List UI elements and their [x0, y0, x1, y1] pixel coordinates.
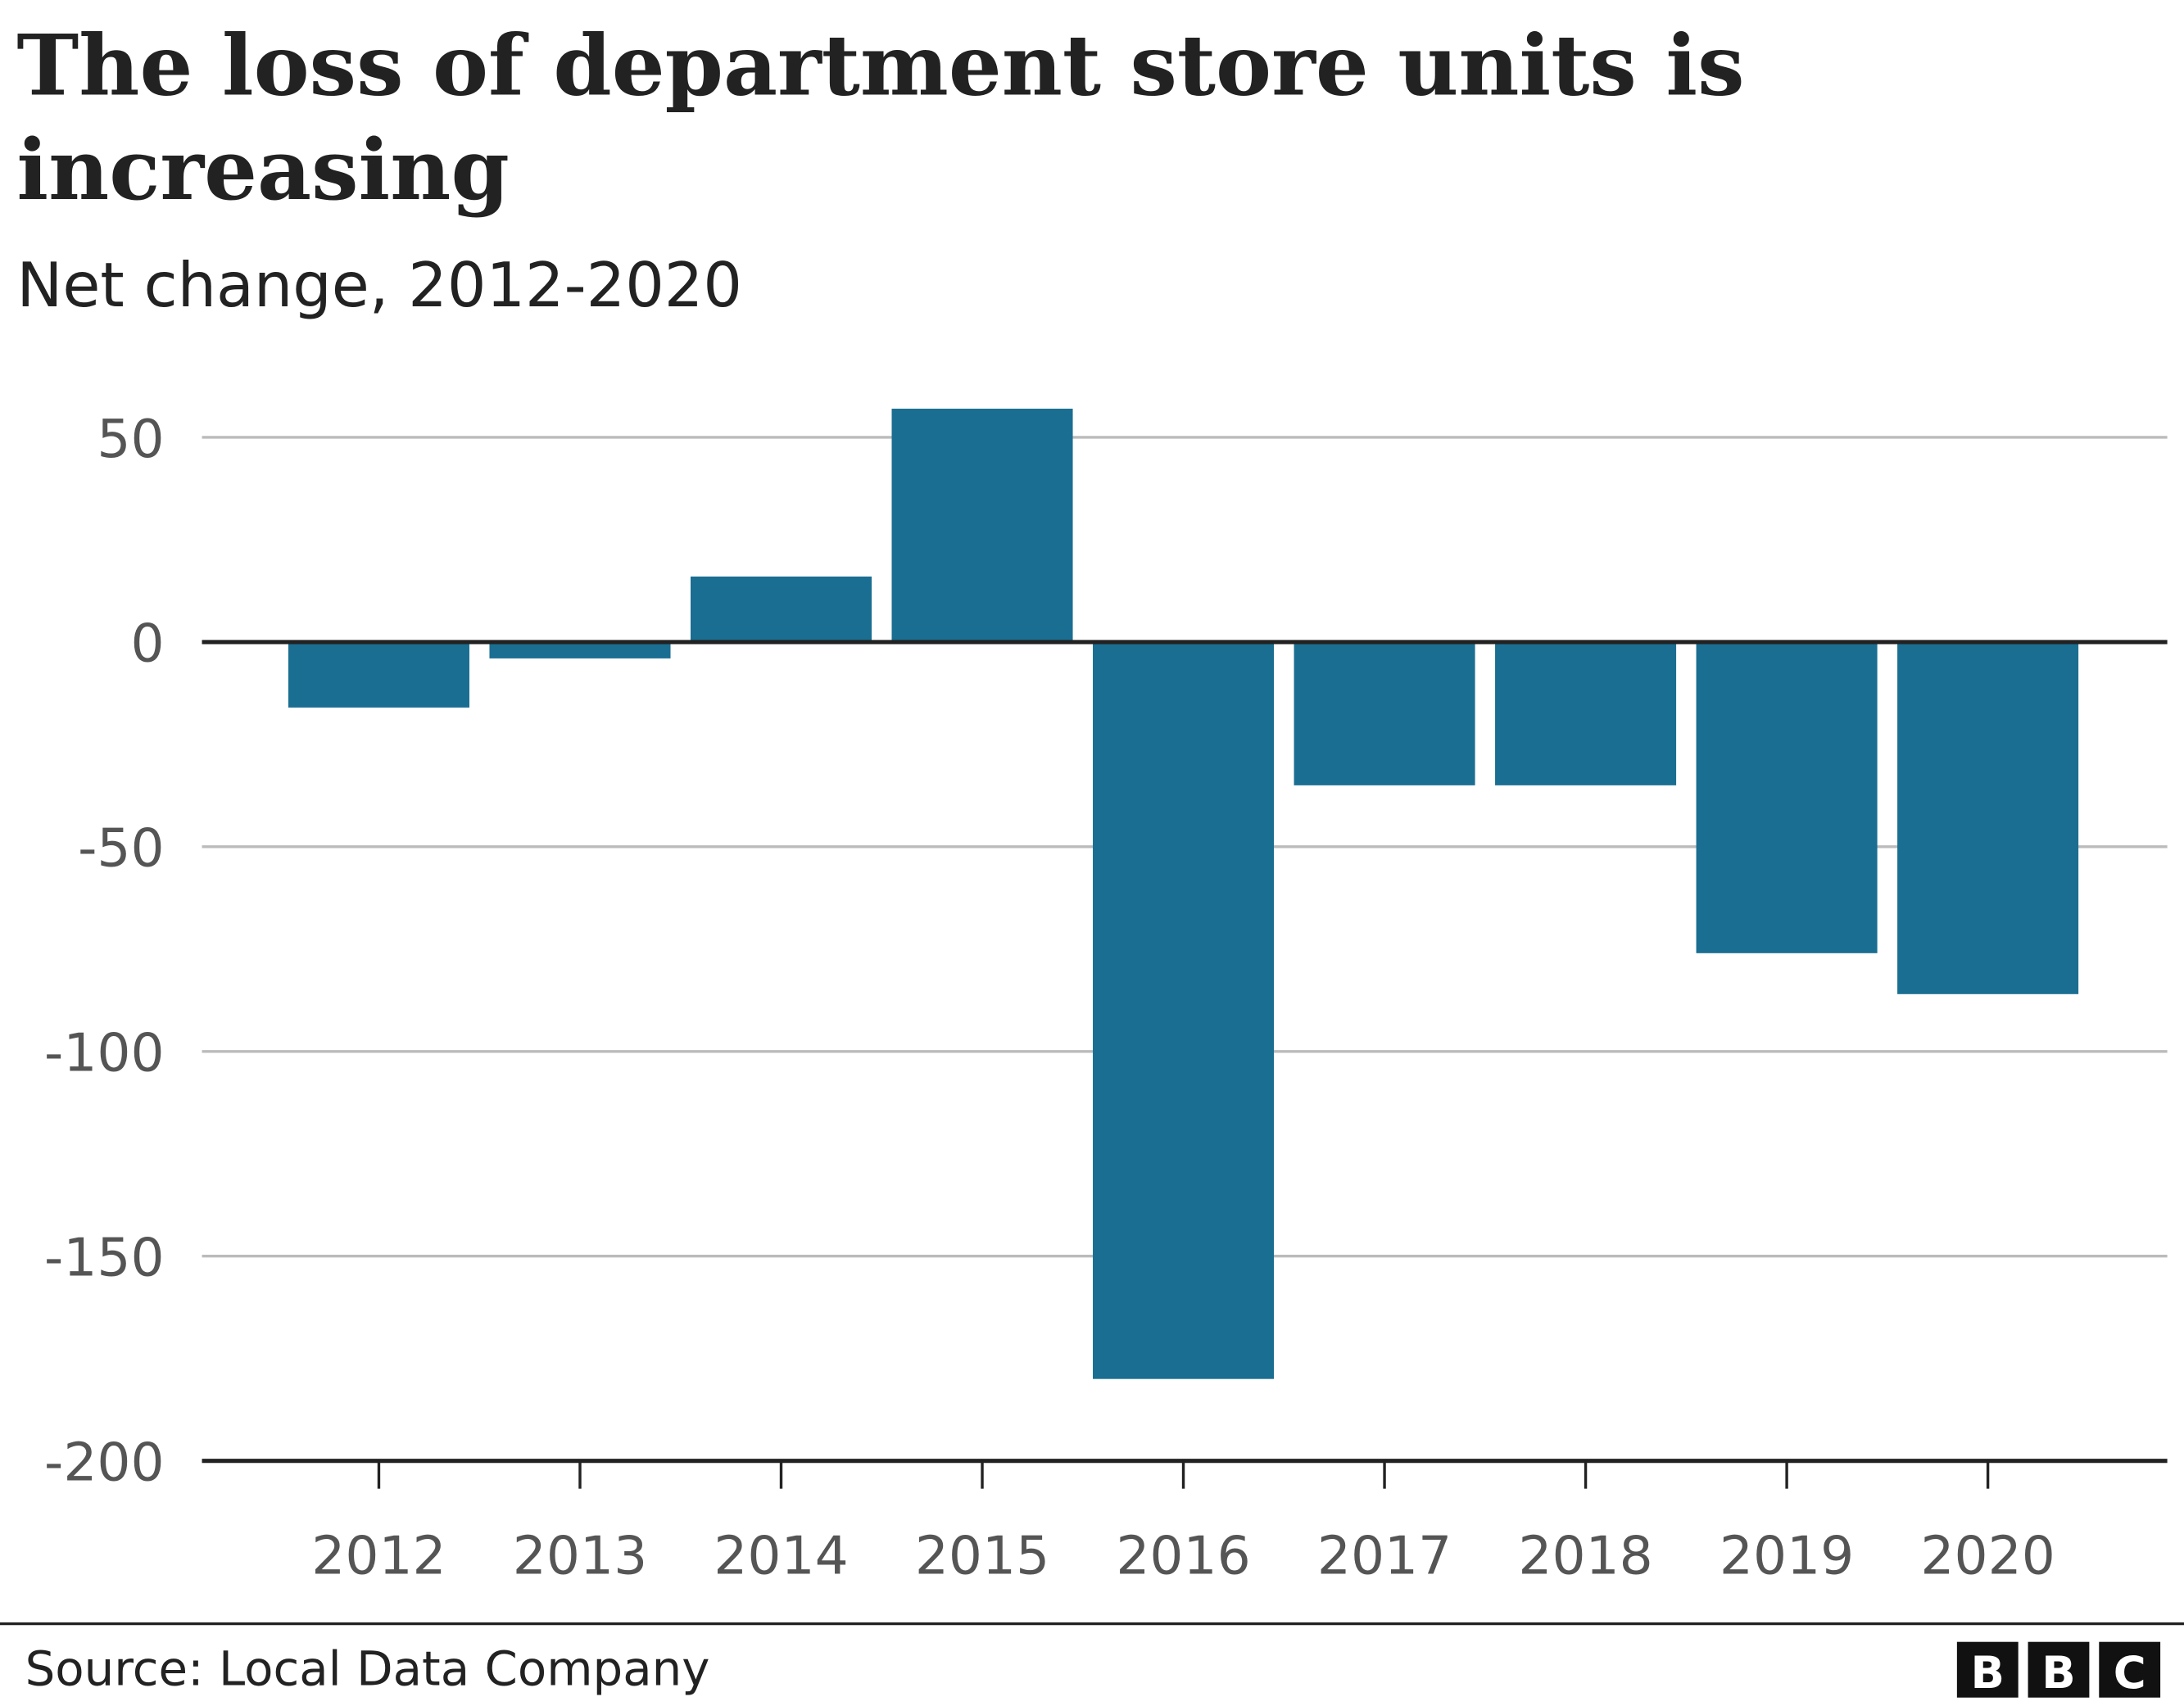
x-tick-label: 2014: [714, 1525, 848, 1586]
chart-title-line-2: increasing: [16, 121, 509, 219]
chart-title-line-1: The loss of department store units is: [16, 17, 1744, 115]
bar-2018: [1495, 641, 1677, 785]
x-tick-label: 2013: [513, 1525, 647, 1586]
x-tick-label: 2017: [1317, 1525, 1452, 1586]
source-note: Source: Local Data Company: [25, 1640, 710, 1696]
x-tick-label: 2012: [311, 1525, 446, 1586]
y-tick-label: 0: [131, 613, 165, 675]
y-tick-label: 50: [97, 409, 164, 470]
svg-text:C: C: [2114, 1647, 2146, 1699]
x-tick-label: 2019: [1720, 1525, 1854, 1586]
bars: [288, 408, 2079, 1379]
y-tick-label: -100: [44, 1023, 165, 1084]
axes: 50 0 -50 -100 -150 -200 2012 2013 2014 2015 2016 20…: [44, 409, 2168, 1586]
y-tick-label: -50: [78, 818, 165, 880]
bar-2014: [690, 576, 872, 642]
svg-text:B: B: [1971, 1647, 2005, 1699]
x-tick-label: 2016: [1116, 1525, 1250, 1586]
y-tick-label: -200: [44, 1432, 165, 1493]
bbc-logo: B B C: [1956, 1641, 2161, 1699]
bar-2012: [288, 641, 469, 708]
bar-2013: [489, 641, 671, 658]
x-tick-label: 2018: [1518, 1525, 1652, 1586]
x-tick-label: 2020: [1920, 1525, 2055, 1586]
bar-2020: [1897, 641, 2079, 994]
x-tick-label: 2015: [915, 1525, 1049, 1586]
svg-text:B: B: [2041, 1647, 2075, 1699]
bar-2015: [891, 408, 1073, 642]
bar-2019: [1696, 641, 1878, 953]
bar-2017: [1294, 641, 1475, 785]
y-tick-label: -150: [44, 1228, 165, 1289]
bar-2016: [1093, 641, 1275, 1379]
chart-subtitle: Net change, 2012-2020: [16, 250, 742, 321]
